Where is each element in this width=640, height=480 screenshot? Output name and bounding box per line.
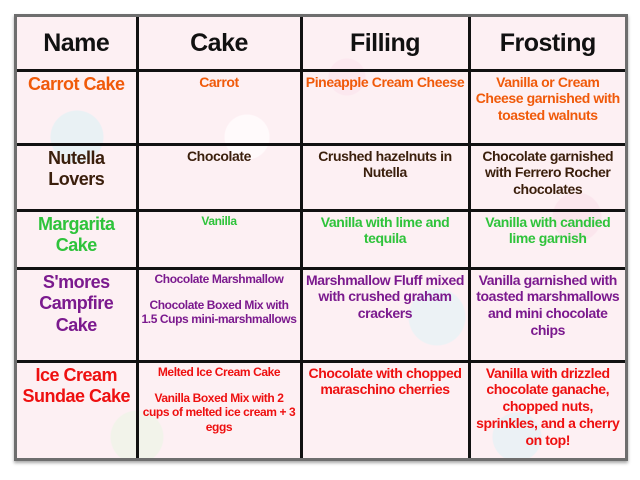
header-row: Name Cake Filling Frosting [17,17,625,72]
row-name: Ice Cream Sundae Cake [17,359,139,458]
row-name: S'mores Campfire Cake [17,266,139,363]
row-name: Carrot Cake [17,68,139,146]
row-name: Nutella Lovers [17,142,139,212]
header-cake: Cake [135,17,303,72]
row-filling: Crushed hazelnuts in Nutella [299,142,471,212]
cake-flavor: Chocolate Marshmallow [154,271,284,286]
cake-recipe-table: Name Cake Filling Frosting Carrot Cake C… [14,14,628,461]
header-frosting: Frosting [467,17,625,72]
row-filling: Marshmallow Fluff mixed with crushed gra… [299,266,471,363]
row-cake: Carrot [135,68,303,146]
row-frosting: Vanilla with drizzled chocolate ganache,… [467,359,625,458]
header-name: Name [17,17,139,72]
row-filling: Chocolate with chopped maraschino cherri… [299,359,471,458]
row-name: Margarita Cake [17,208,139,270]
table-row: Margarita Cake Vanilla Vanilla with lime… [17,208,625,270]
table-row: S'mores Campfire Cake Chocolate Marshmal… [17,266,625,363]
row-cake: Chocolate [135,142,303,212]
row-cake: Chocolate Marshmallow Chocolate Boxed Mi… [135,266,303,363]
table-row: Carrot Cake Carrot Pineapple Cream Chees… [17,68,625,146]
row-frosting: Vanilla or Cream Cheese garnished with t… [467,68,625,146]
row-filling: Pineapple Cream Cheese [299,68,471,146]
row-frosting: Vanilla with candied lime garnish [467,208,625,270]
table-row: Nutella Lovers Chocolate Crushed hazelnu… [17,142,625,212]
cake-recipe: Vanilla Boxed Mix with 2 cups of melted … [142,390,296,434]
row-cake: Vanilla [135,208,303,270]
cake-recipe: Chocolate Boxed Mix with 1.5 Cups mini-m… [141,297,297,327]
row-cake: Melted Ice Cream Cake Vanilla Boxed Mix … [135,359,303,458]
header-filling: Filling [299,17,471,72]
table-row: Ice Cream Sundae Cake Melted Ice Cream C… [17,359,625,458]
row-filling: Vanilla with lime and tequila [299,208,471,270]
cake-flavor: Melted Ice Cream Cake [157,364,281,379]
row-frosting: Chocolate garnished with Ferrero Rocher … [467,142,625,212]
row-frosting: Vanilla garnished with toasted marshmall… [467,266,625,363]
